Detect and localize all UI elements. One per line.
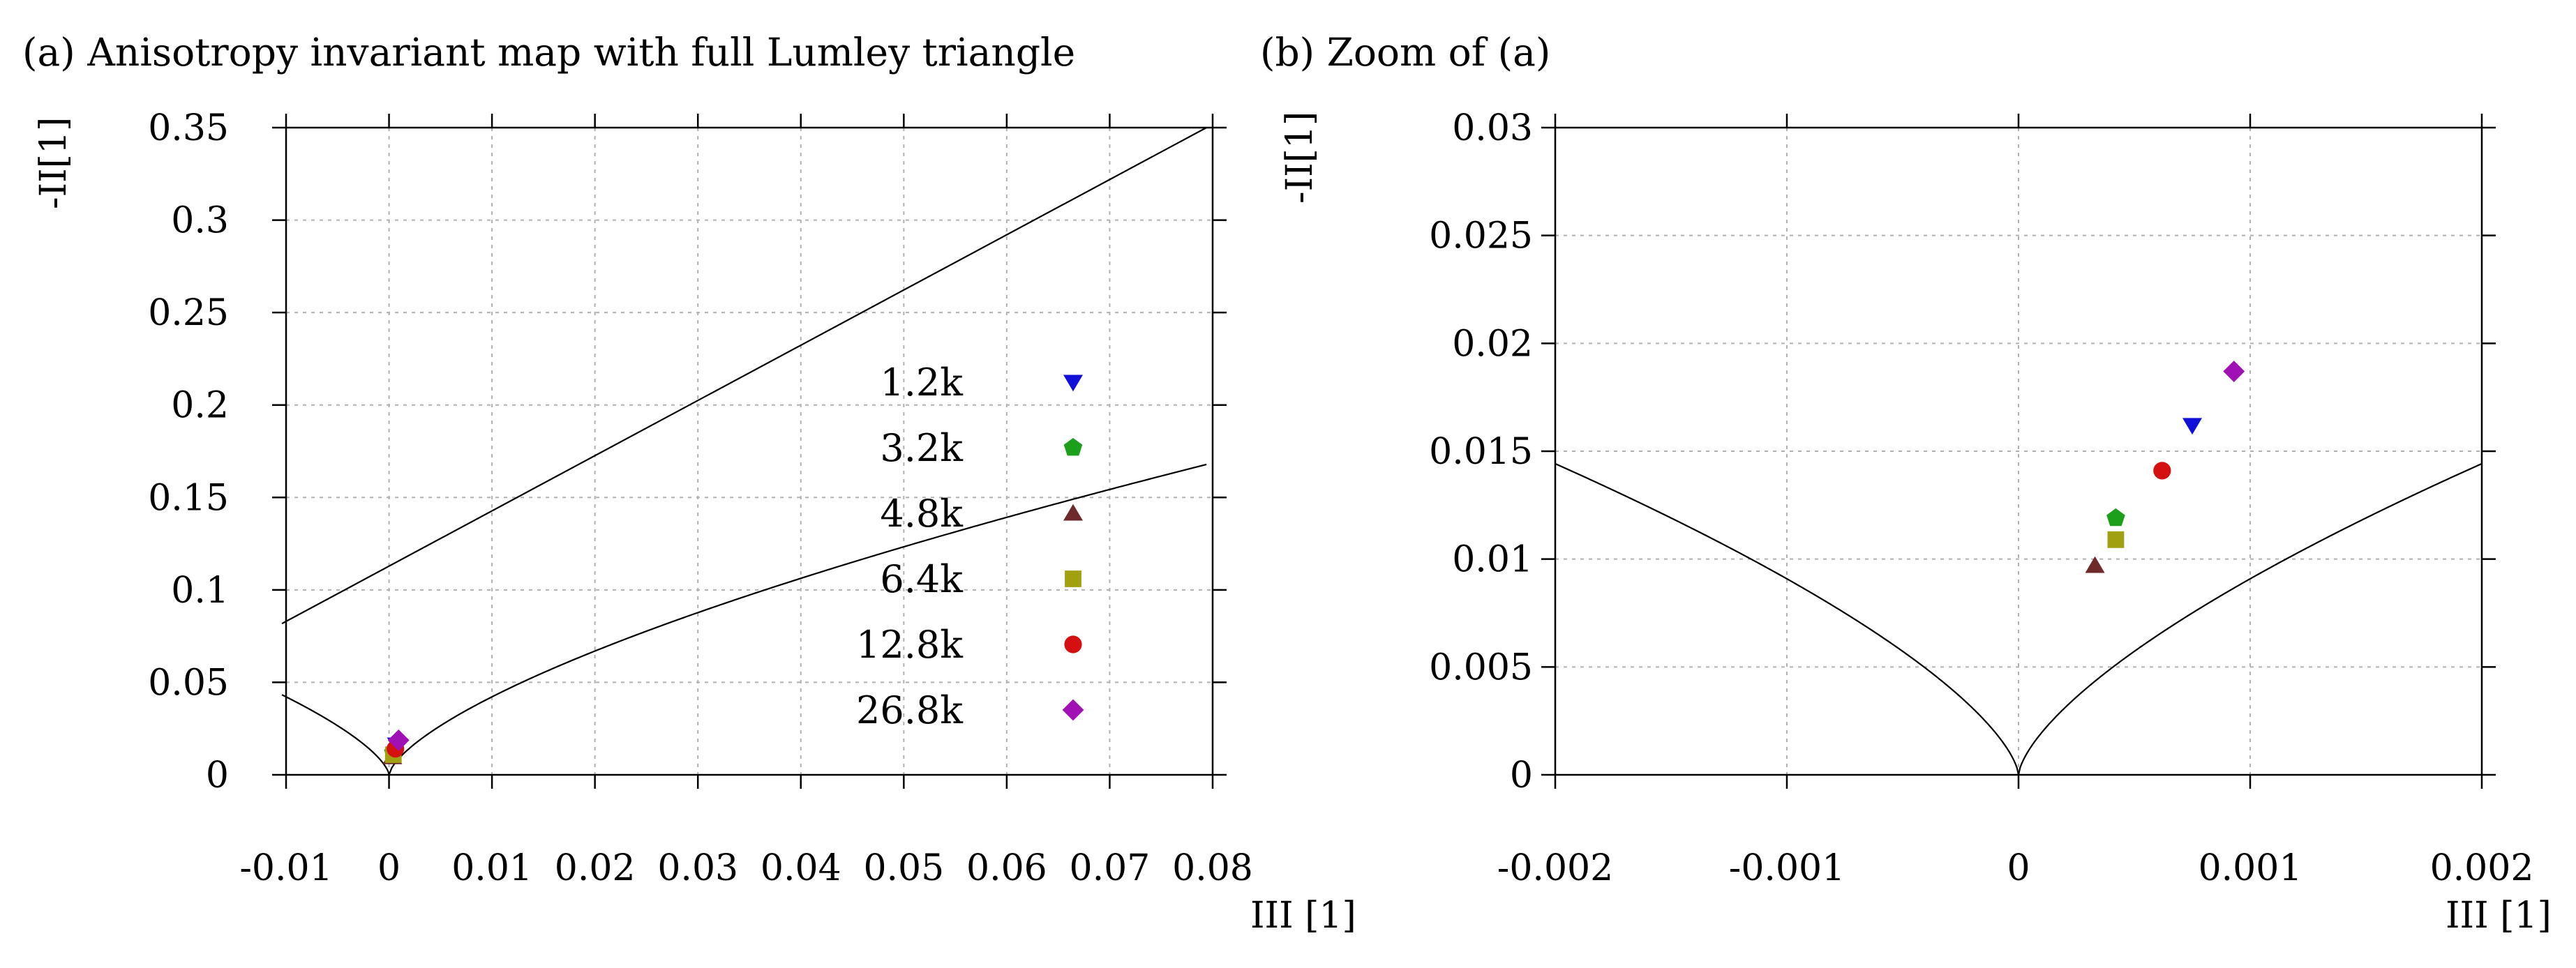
data-point-6.4k	[2107, 531, 2125, 548]
y-tick-label: 0.1	[171, 570, 229, 612]
y-tick-label: 0.05	[148, 662, 229, 704]
data-point-1.2k	[2182, 418, 2202, 435]
y-tick-label: 0.02	[1452, 323, 1533, 365]
legend-marker-6.4k	[1065, 570, 1081, 587]
y-tick-label: 0.15	[148, 477, 229, 519]
x-tick-label: -0.01	[239, 847, 332, 889]
panel-a-markers	[382, 729, 410, 764]
panel-b-ticks: -0.002 -0.001 0 0.001 0.002 0 0.005 0.01 0.015 0.…	[1429, 107, 2533, 889]
panel-b: (b) Zoom of (a) -0.002 -0.001 0 0.001 0.002 0…	[1260, 30, 2552, 937]
legend-marker-12.8k	[1064, 635, 1082, 653]
panel-a-ticks: -0.01 0 0.01 0.02 0.03 0.04 0.05 0.06 0.07 0.08 0 0…	[148, 107, 1253, 889]
x-tick-label: 0.03	[657, 847, 738, 889]
panel-b-y-axis-label: -II[1]	[1279, 112, 1321, 204]
panel-a-x-axis-label: III [1]	[1250, 895, 1356, 937]
panel-a: (a) Anisotropy invariant map with full L…	[22, 30, 1356, 937]
x-tick-label: 0.04	[761, 847, 841, 889]
x-tick-label: 0.06	[966, 847, 1047, 889]
legend-marker-4.8k	[1063, 504, 1083, 521]
legend-label-26.8k: 26.8k	[856, 688, 964, 732]
y-tick-label: 0	[1510, 755, 1533, 796]
panel-a-y-axis-label: -II[1]	[33, 117, 75, 209]
panel-a-curves	[281, 127, 1207, 776]
legend-label-1.2k: 1.2k	[880, 361, 964, 404]
y-tick-label: 0.35	[148, 107, 229, 149]
lumley-curve	[388, 463, 1207, 776]
panel-b-x-axis-label: III [1]	[2446, 895, 2552, 937]
data-point-12.8k	[2153, 462, 2171, 480]
lumley-curve	[2017, 462, 2483, 776]
y-tick-label: 0.2	[171, 385, 229, 427]
panel-a-title: (a) Anisotropy invariant map with full L…	[22, 30, 1075, 75]
data-point-26.8k	[387, 729, 410, 751]
data-point-26.8k	[2223, 361, 2245, 382]
legend-label-12.8k: 12.8k	[856, 623, 964, 667]
lumley-curve	[281, 694, 390, 776]
x-tick-label: 0.01	[451, 847, 532, 889]
y-tick-label: 0.25	[148, 292, 229, 334]
panel-a-grid	[286, 128, 1213, 775]
x-tick-label: -0.001	[1729, 847, 1845, 889]
panel-b-markers	[2085, 361, 2245, 573]
lumley-curve	[1555, 462, 2020, 776]
y-tick-label: 0.03	[1452, 107, 1533, 149]
legend-marker-3.2k	[1063, 438, 1083, 456]
lumley-line	[281, 127, 1207, 625]
x-tick-label: 0.08	[1172, 847, 1253, 889]
x-tick-label: 0.07	[1070, 847, 1151, 889]
x-tick-label: 0	[377, 847, 400, 889]
panel-a-frame	[285, 126, 1214, 776]
x-tick-label: 0.002	[2430, 847, 2534, 889]
plot-frame	[285, 126, 1214, 776]
panel-a-legend: 1.2k 3.2k 4.8k 6.4k 12.8k 26.8k	[856, 361, 1084, 732]
legend-label-3.2k: 3.2k	[880, 426, 964, 470]
legend-marker-26.8k	[1062, 699, 1084, 721]
x-tick-label: 0	[2007, 847, 2030, 889]
y-tick-label: 0.015	[1429, 431, 1533, 473]
y-tick-label: 0	[206, 755, 229, 796]
y-tick-label: 0.025	[1429, 215, 1533, 257]
y-tick-label: 0.005	[1429, 646, 1533, 688]
data-point-4.8k	[2085, 556, 2105, 573]
x-tick-label: 0.02	[555, 847, 636, 889]
panel-b-grid	[1555, 128, 2482, 775]
x-tick-label: -0.002	[1497, 847, 1613, 889]
y-tick-label: 0.01	[1452, 539, 1533, 581]
panel-b-title: (b) Zoom of (a)	[1260, 30, 1550, 75]
x-tick-label: 0.001	[2199, 847, 2302, 889]
data-point-3.2k	[2106, 508, 2125, 527]
x-tick-label: 0.05	[863, 847, 944, 889]
legend-label-6.4k: 6.4k	[880, 557, 964, 601]
panel-b-curves	[1555, 462, 2483, 776]
legend-marker-1.2k	[1063, 375, 1083, 392]
legend-label-4.8k: 4.8k	[880, 492, 964, 536]
y-tick-label: 0.3	[171, 200, 229, 242]
